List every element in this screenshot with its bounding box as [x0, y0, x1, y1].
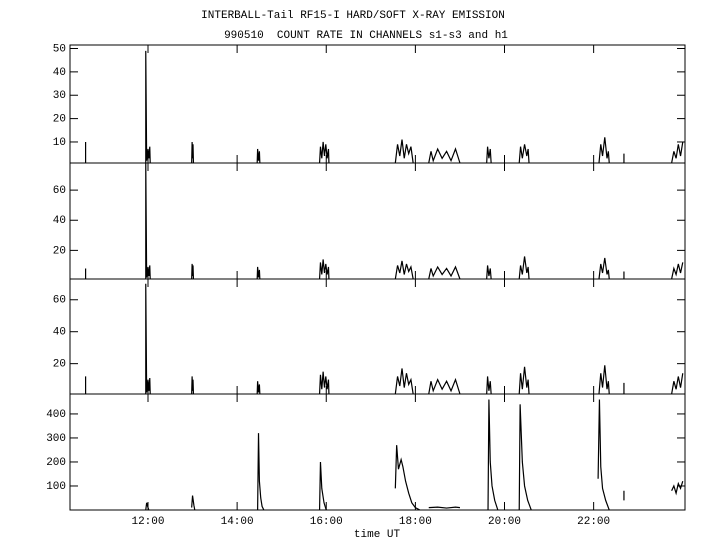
y-tick-label: 40	[53, 67, 66, 79]
x-tick-label: 14:00	[221, 516, 254, 528]
x-tick-label: 20:00	[488, 516, 521, 528]
x-tick-label: 12:00	[131, 516, 164, 528]
chart-subtitle: 990510 COUNT RATE IN CHANNELS s1-s3 and …	[224, 30, 508, 42]
panel-frame	[69, 393, 686, 511]
y-tick-label: 300	[46, 433, 66, 445]
y-tick-label: 30	[53, 90, 66, 102]
y-tick-label: 20	[53, 114, 66, 126]
y-tick-label: 60	[53, 185, 66, 197]
y-tick-label: 60	[53, 295, 66, 307]
y-tick-label: 50	[53, 43, 66, 55]
data-line	[145, 399, 684, 511]
y-tick-label: 100	[46, 481, 66, 493]
x-axis-label: time UT	[354, 529, 401, 541]
chart-title: INTERBALL-Tail RF15-I HARD/SOFT X-RAY EM…	[201, 10, 505, 22]
y-tick-label: 10	[53, 137, 66, 149]
y-tick-label: 400	[46, 409, 66, 421]
x-tick-label: 16:00	[310, 516, 343, 528]
data-line	[85, 283, 684, 395]
x-tick-label: 22:00	[577, 516, 610, 528]
y-tick-label: 40	[53, 215, 66, 227]
data-line	[85, 50, 684, 164]
data-line	[85, 162, 684, 280]
x-tick-label: 18:00	[399, 516, 432, 528]
y-tick-label: 20	[53, 245, 66, 257]
y-tick-label: 20	[53, 359, 66, 371]
y-tick-label: 40	[53, 327, 66, 339]
y-tick-label: 200	[46, 457, 66, 469]
